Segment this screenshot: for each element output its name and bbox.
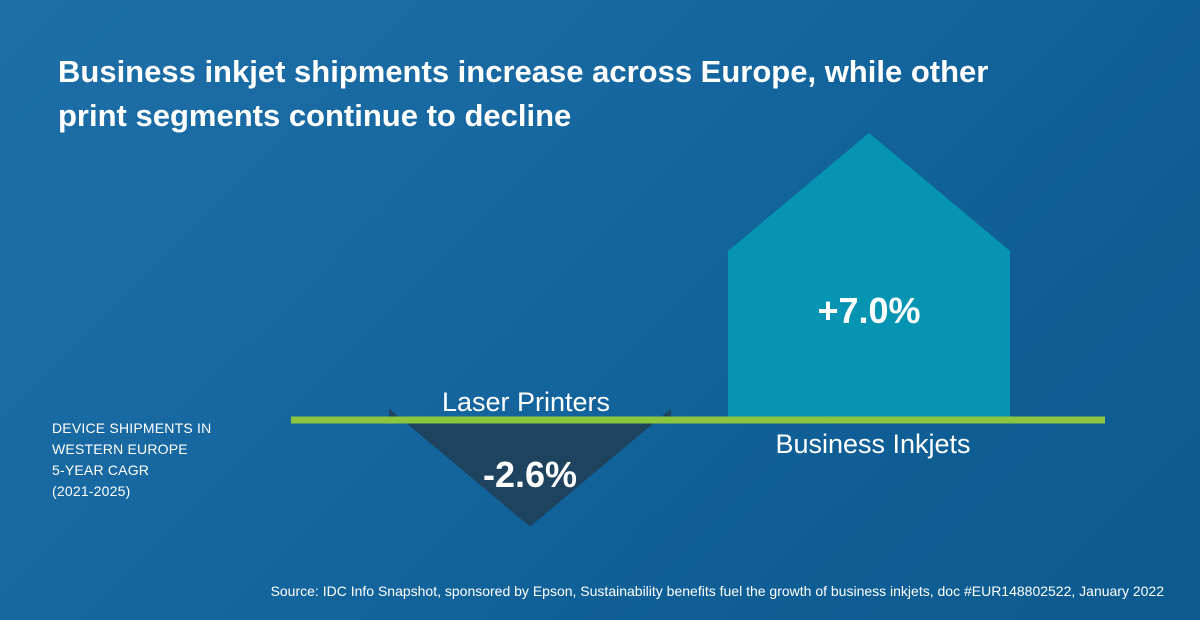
axis-description: DEVICE SHIPMENTS IN WESTERN EUROPE 5-YEA… <box>52 418 211 502</box>
source-note: Source: IDC Info Snapshot, sponsored by … <box>270 583 1164 599</box>
axis-description-line: WESTERN EUROPE <box>52 441 188 457</box>
chart-title: Business inkjet shipments increase acros… <box>58 54 989 133</box>
data-label-laser-printers: -2.6% <box>483 454 577 495</box>
axis-description-line: DEVICE SHIPMENTS IN <box>52 420 212 436</box>
axis-description-line: (2021-2025) <box>52 483 131 499</box>
data-label-business-inkjets: +7.0% <box>817 290 920 331</box>
bar-business-inkjets <box>728 133 1010 420</box>
bar-laser-printers <box>389 408 671 527</box>
axis-description-line: 5-YEAR CAGR <box>52 462 150 478</box>
category-label-business-inkjets: Business Inkjets <box>775 429 970 459</box>
category-label-laser-printers: Laser Printers <box>442 387 610 417</box>
